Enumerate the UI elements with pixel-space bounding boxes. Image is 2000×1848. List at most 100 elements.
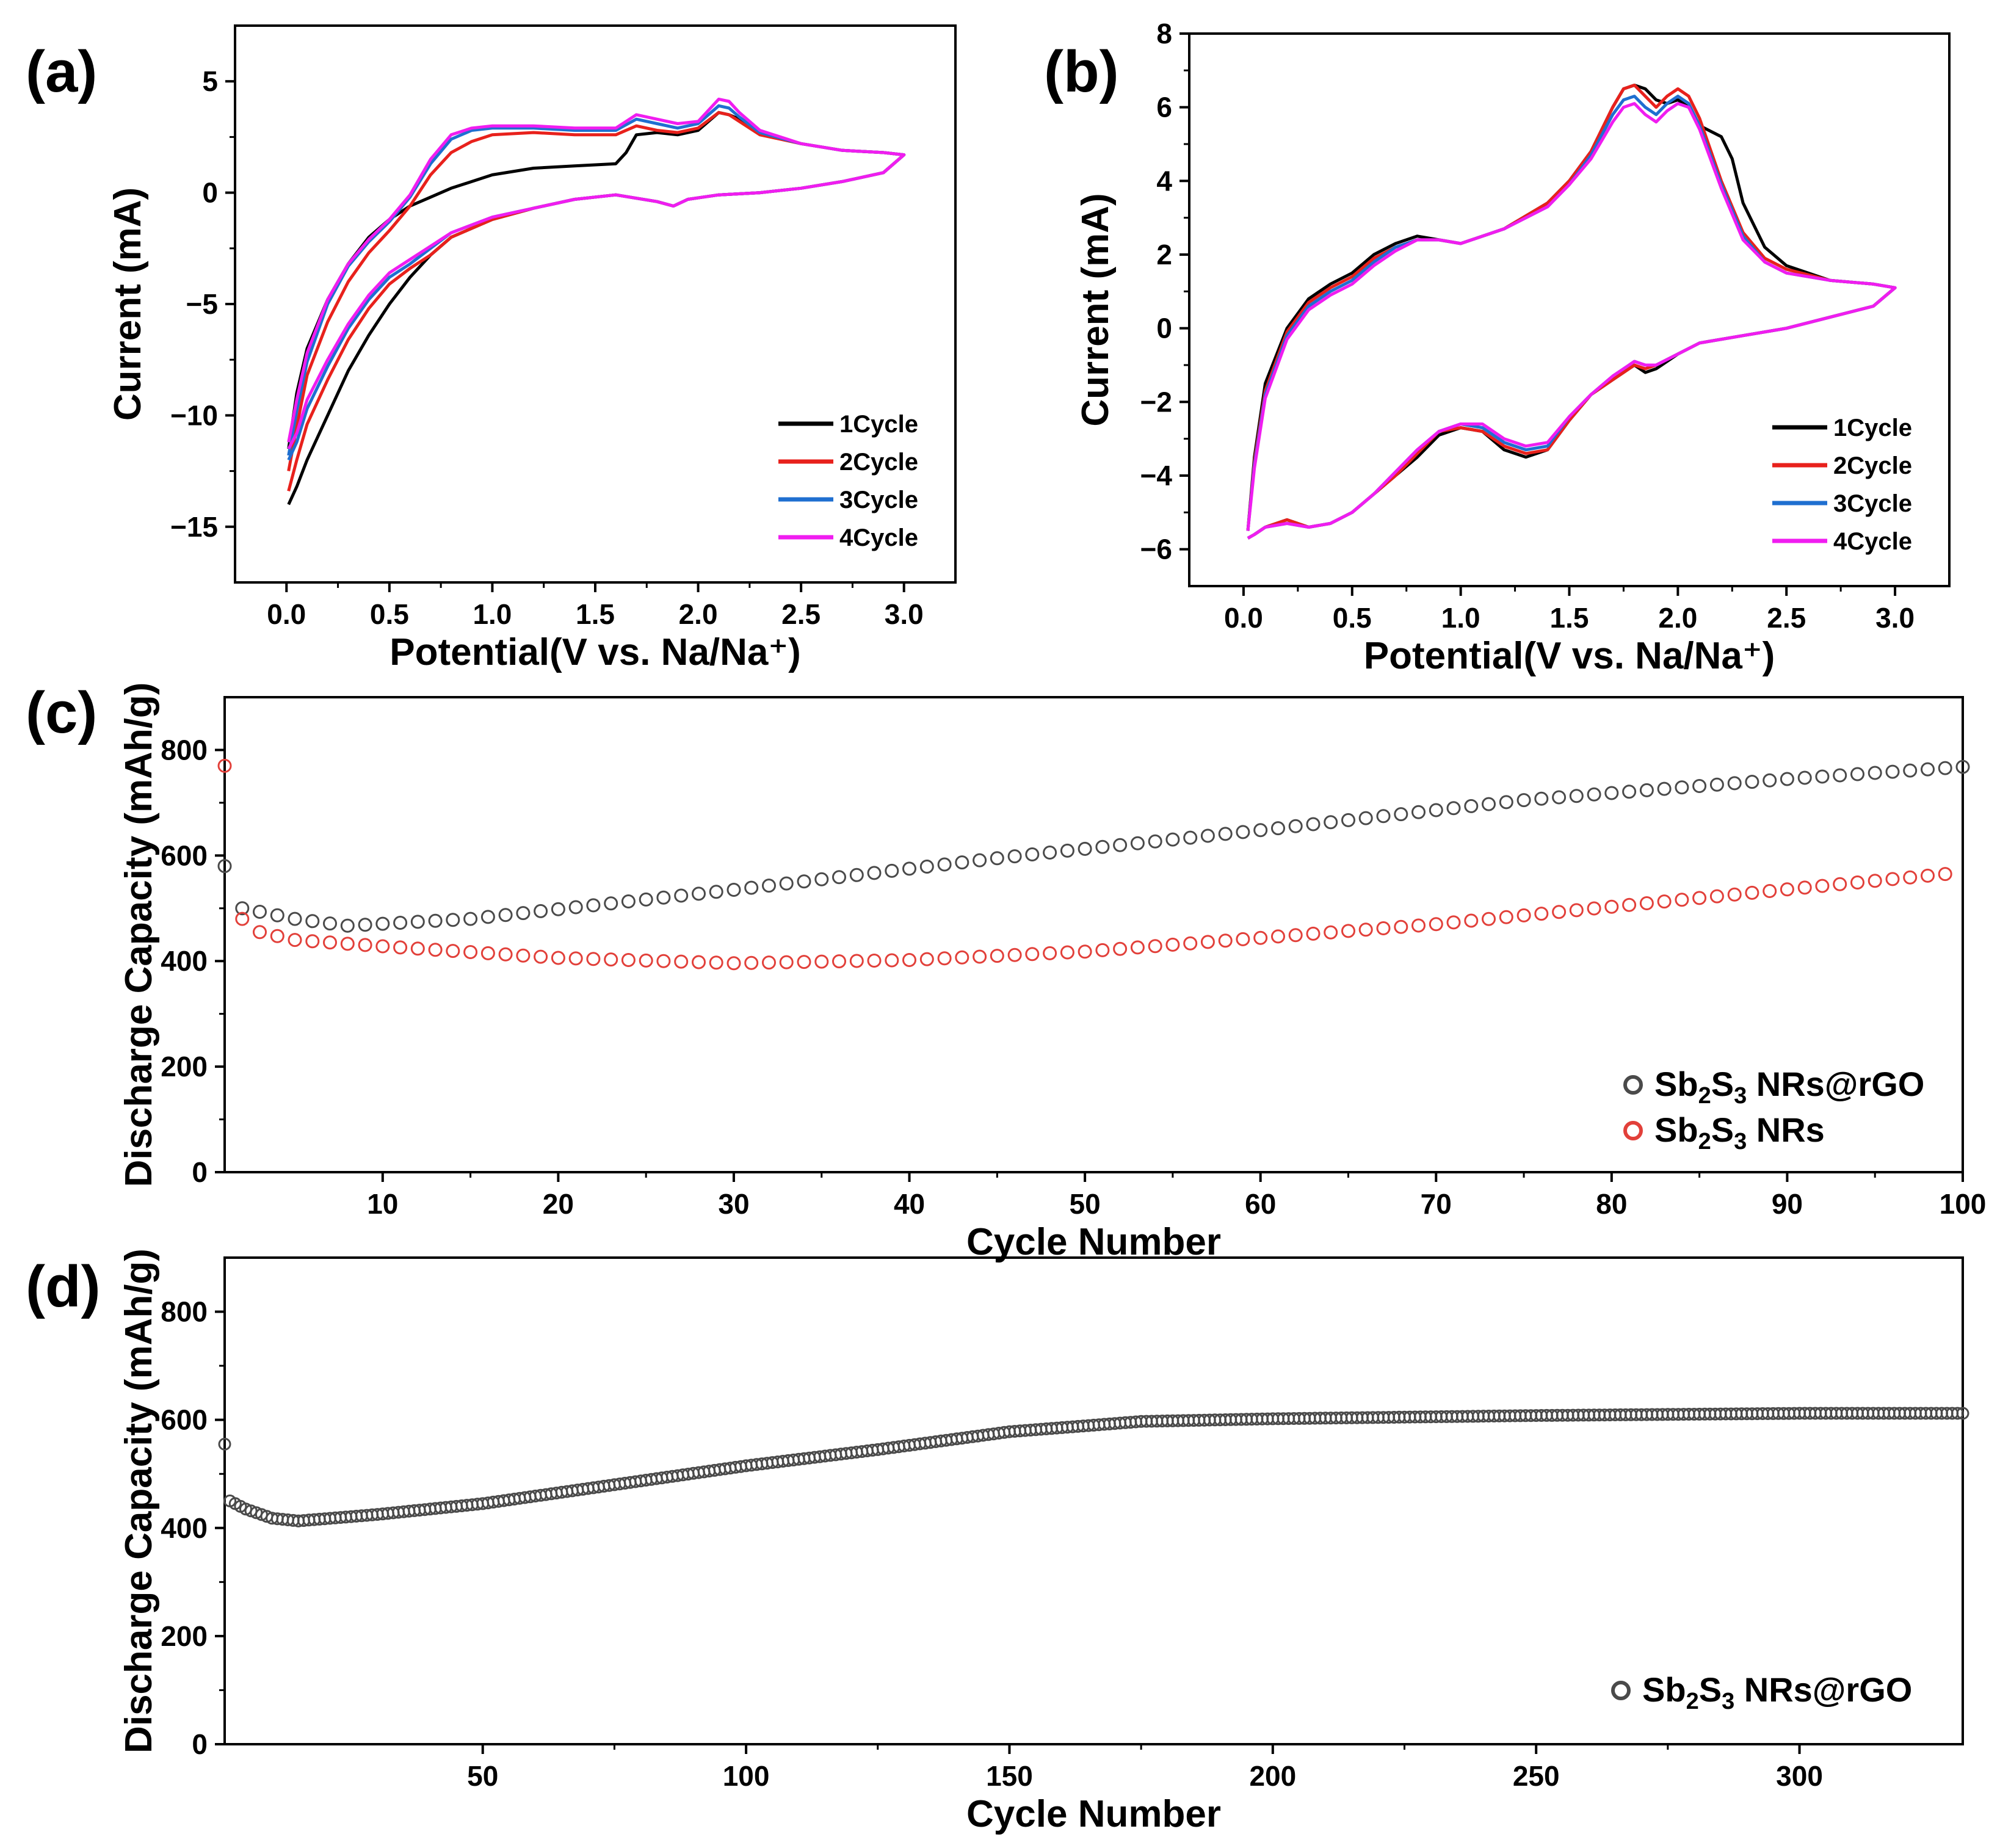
data-point-c — [1780, 772, 1794, 786]
data-point-c — [1236, 825, 1250, 839]
data-point-c — [1429, 803, 1443, 817]
data-point-c — [551, 951, 565, 965]
legend-label-c-2-part: 2 — [1698, 1129, 1711, 1154]
data-point-c — [1482, 797, 1496, 811]
data-point-c — [410, 941, 425, 956]
y-tick-label-b: 8 — [1156, 18, 1172, 49]
data-point-c — [446, 944, 460, 958]
data-point-c — [1376, 809, 1391, 824]
data-point-c — [217, 859, 232, 874]
series-line-b-1 — [1246, 84, 1897, 540]
data-point-c — [568, 951, 583, 966]
series-markers-d-1 — [218, 1407, 1969, 1527]
x-tick-label-c: 70 — [1421, 1188, 1452, 1220]
data-point-c — [849, 868, 864, 882]
data-point-c — [1763, 773, 1777, 788]
data-point-c — [340, 918, 355, 933]
x-tick-label-c: 20 — [543, 1188, 574, 1220]
data-point-c — [1938, 761, 1952, 775]
x-tick-label-b: 0.5 — [1333, 602, 1372, 634]
data-point-c — [217, 758, 232, 773]
data-point-c — [1727, 887, 1742, 902]
data-point-c — [1850, 767, 1864, 781]
x-tick-label-d: 100 — [723, 1760, 770, 1792]
data-point-c — [1130, 836, 1145, 850]
series-line-b-3 — [1246, 95, 1897, 540]
x-tick-label-b: 3.0 — [1875, 602, 1915, 634]
data-point-c — [1868, 766, 1882, 780]
data-point-c — [1306, 817, 1321, 832]
x-axis-label-d: Cycle Number — [966, 1793, 1221, 1835]
data-point-c — [1341, 924, 1355, 938]
x-tick-label-a: 2.0 — [679, 598, 718, 630]
data-point-c — [1446, 801, 1461, 816]
data-point-c — [814, 954, 829, 969]
data-point-c — [1148, 834, 1162, 849]
data-point-c — [1411, 805, 1426, 819]
x-tick-label-c: 50 — [1070, 1188, 1101, 1220]
x-tick-label-d: 250 — [1513, 1760, 1560, 1792]
data-point-c — [1200, 935, 1215, 949]
data-point-c — [323, 916, 337, 931]
legend-label-c-1-part: 3 — [1734, 1083, 1747, 1109]
data-point-c — [253, 905, 267, 919]
data-point-c — [1095, 943, 1110, 957]
data-point-c — [1709, 777, 1724, 792]
data-point-c — [1271, 929, 1285, 944]
y-tick-label-d: 400 — [161, 1512, 208, 1544]
legend-label-a-2: 2Cycle — [839, 449, 918, 476]
series-markers-c-2 — [217, 758, 1952, 971]
data-point-c — [1727, 776, 1742, 791]
legend-label-d-1-part: S — [1699, 1670, 1722, 1709]
legend-label-a-3: 3Cycle — [839, 487, 918, 513]
legend-label-d-1: Sb2S3 NRs@rGO — [1642, 1670, 1912, 1714]
y-tick-label-c: 400 — [161, 945, 208, 977]
series-line-a-2 — [287, 111, 906, 492]
data-point-c — [1903, 763, 1918, 778]
data-point-c — [1253, 930, 1268, 945]
data-point-c — [375, 916, 390, 931]
x-tick-label-a: 2.5 — [781, 598, 821, 630]
data-point-c — [1692, 891, 1707, 905]
data-point-c — [797, 874, 811, 889]
data-point-c — [1341, 813, 1355, 827]
x-axis-label-a: Potential(V vs. Na/Na⁺) — [389, 631, 801, 673]
y-tick-label-b: −2 — [1140, 386, 1172, 418]
data-point-c — [1288, 819, 1303, 833]
y-tick-label-d: 600 — [161, 1404, 208, 1436]
legend-label-c-1-part: S — [1711, 1065, 1734, 1103]
data-point-c — [1903, 870, 1918, 885]
legend-label-c-2-part: NRs — [1747, 1111, 1825, 1149]
data-point-c — [1358, 922, 1373, 937]
data-point-c — [1797, 770, 1812, 785]
data-point-c — [340, 937, 355, 951]
x-axis-label-c: Cycle Number — [966, 1221, 1221, 1263]
data-point-c — [1113, 941, 1128, 956]
data-point-c — [1569, 903, 1584, 918]
data-point-c — [656, 890, 671, 905]
data-point-d — [1951, 1407, 1964, 1420]
y-tick-label-c: 800 — [161, 734, 208, 766]
x-axis-label-b: Potential(V vs. Na/Na⁺) — [1364, 635, 1775, 677]
x-tick-label-b: 1.0 — [1441, 602, 1480, 634]
data-point-c — [1797, 880, 1812, 895]
x-tick-label-c: 100 — [1940, 1188, 1987, 1220]
data-point-c — [1516, 793, 1531, 808]
data-point-c — [1622, 897, 1637, 912]
legend-label-b-3: 3Cycle — [1833, 490, 1912, 517]
y-tick-label-b: 2 — [1156, 239, 1172, 270]
data-point-c — [358, 938, 372, 952]
data-point-c — [410, 915, 425, 929]
data-point-c — [305, 914, 320, 929]
data-point-c — [1165, 832, 1180, 847]
legend-label-c-2-part: Sb — [1654, 1111, 1698, 1149]
data-point-c — [1324, 815, 1338, 830]
data-point-c — [709, 885, 723, 899]
data-point-c — [1639, 896, 1654, 910]
data-point-c — [1569, 789, 1584, 803]
x-tick-label-b: 1.5 — [1550, 602, 1589, 634]
y-axis-label-d: Discharge Capacity (mAh/g) — [118, 1248, 160, 1753]
data-point-c — [1183, 830, 1198, 845]
legend-label-c-1-part: NRs@rGO — [1747, 1065, 1924, 1103]
